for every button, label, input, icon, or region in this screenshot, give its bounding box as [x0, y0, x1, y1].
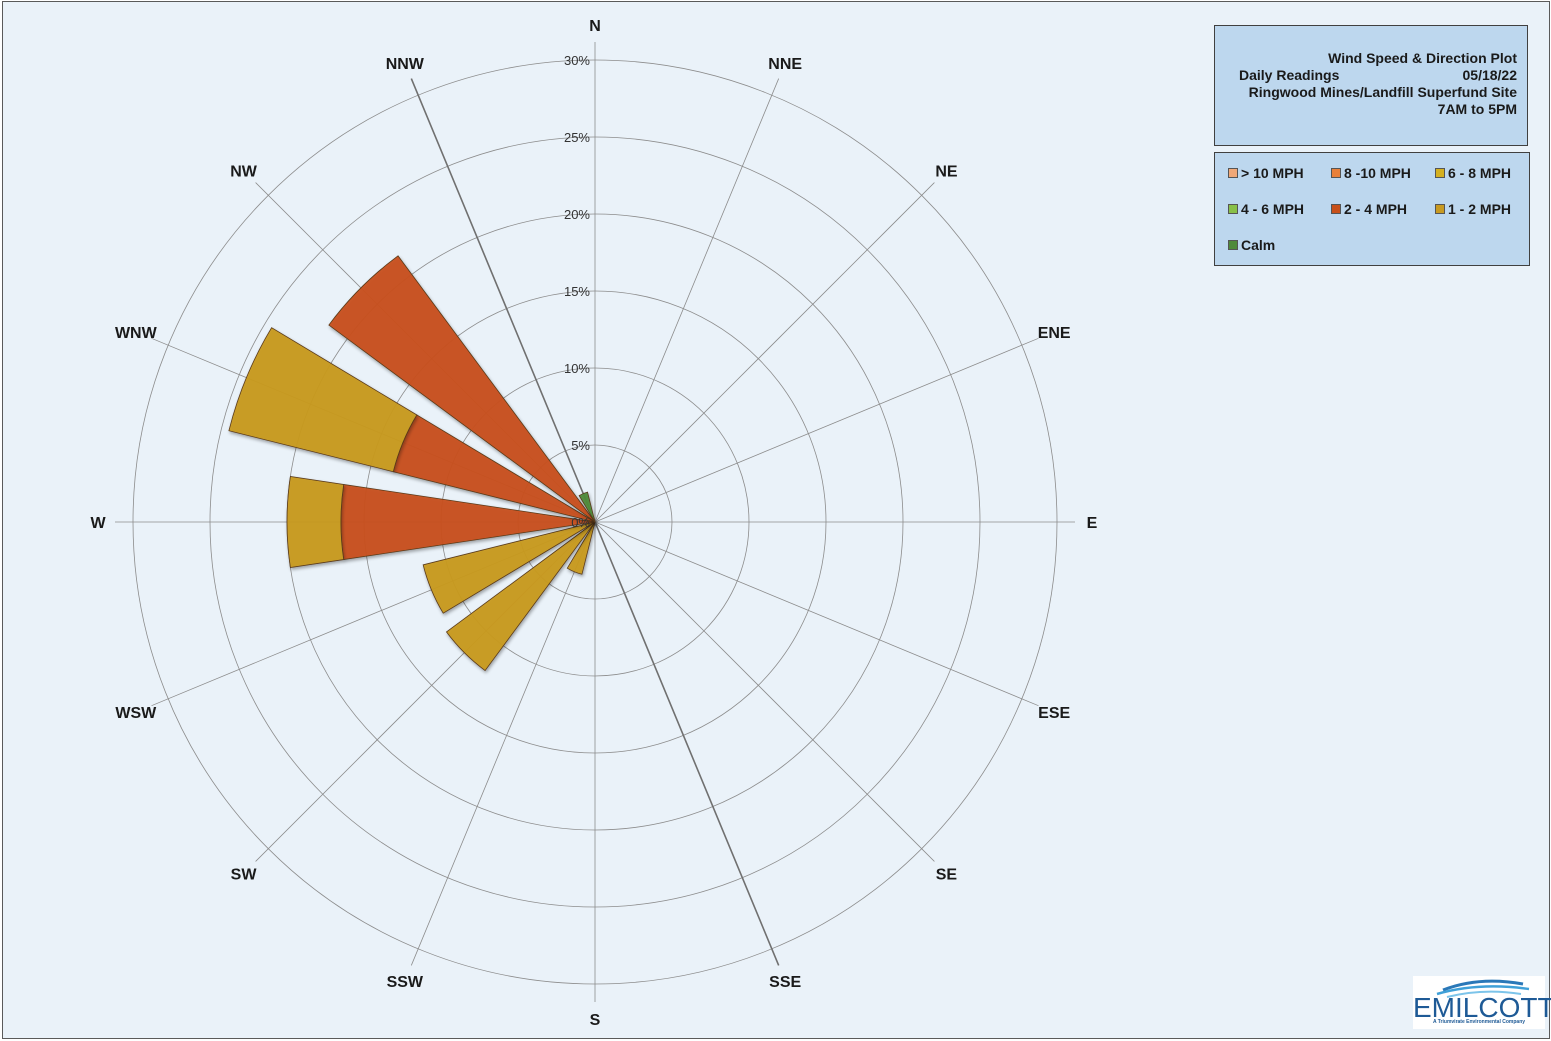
spoke-ese — [594, 521, 1039, 707]
spoke-nnw — [410, 78, 596, 523]
direction-label-nnw: NNW — [386, 56, 425, 73]
wave-icon — [1436, 979, 1530, 998]
legend-label: > 10 MPH — [1241, 165, 1304, 181]
chart-title: Wind Speed & Direction Plot — [1328, 50, 1517, 66]
direction-label-wsw: WSW — [115, 705, 157, 722]
radial-tick-label: 25% — [564, 130, 590, 145]
direction-label-ne: NE — [935, 164, 958, 181]
direction-label-nw: NW — [230, 164, 258, 181]
radial-tick-label: 0% — [571, 515, 590, 530]
reading-date: 05/18/22 — [1462, 67, 1518, 83]
radial-tick-label: 5% — [571, 438, 590, 453]
direction-label-n: N — [589, 18, 601, 35]
direction-labels: N NNE NE ENE E ESE SE SSE S SSW SW WSW W WNW NW NNW — [90, 18, 1097, 1029]
legend-entry: 6 - 8 MPH — [1435, 165, 1511, 181]
site-name: Ringwood Mines/Landfill Superfund Site — [1248, 84, 1517, 100]
logo-wordmark: EMILCOTT — [1413, 992, 1551, 1023]
wedge-wsw — [422, 521, 596, 614]
direction-spokes — [115, 42, 1075, 1002]
legend-entry: 4 - 6 MPH — [1228, 201, 1304, 217]
chart-title-box: Wind Speed & Direction Plot Daily Readin… — [1214, 25, 1528, 146]
direction-label-sw: SW — [231, 866, 258, 883]
wind-rose-chart: 0%5%10%15%20%25%30% NNNENEENEEESESESSESS… — [90, 18, 1097, 1029]
spoke-sse — [594, 521, 780, 966]
direction-label-sse: SSE — [769, 974, 801, 991]
direction-label-wnw: WNW — [115, 325, 158, 342]
direction-label-e: E — [1087, 515, 1098, 532]
legend-entry: 8 -10 MPH — [1331, 165, 1411, 181]
spoke-ssw — [410, 521, 596, 966]
legend: > 10 MPH 8 -10 MPH 6 - 8 MPH 4 - 6 MPH 2 - 4… — [1214, 152, 1530, 266]
legend-swatch — [1228, 168, 1238, 178]
wedge-w — [340, 483, 596, 561]
spoke-nne — [594, 78, 780, 523]
direction-label-ssw: SSW — [387, 974, 424, 991]
legend-swatch — [1331, 168, 1341, 178]
wedge-w — [286, 476, 345, 568]
legend-label: 8 -10 MPH — [1344, 165, 1411, 181]
radial-tick-labels: 0% 5% 10% 15% 20% 25% 30% — [564, 53, 590, 530]
legend-swatch — [1331, 204, 1341, 214]
radial-tick-label: 30% — [564, 53, 590, 68]
wind-wedges — [228, 255, 596, 672]
legend-label: 1 - 2 MPH — [1448, 201, 1512, 217]
legend-swatch — [1435, 168, 1445, 178]
readings-line: Daily Readings 05/18/22 — [1239, 67, 1517, 84]
spoke-ene — [594, 337, 1039, 523]
wedge-wnw — [228, 327, 418, 473]
direction-label-se: SE — [936, 866, 958, 883]
radial-tick-label: 20% — [564, 207, 590, 222]
emilcott-logo: EMILCOTT A Triumvirate Environmental Com… — [1413, 976, 1551, 1029]
legend-label: 4 - 6 MPH — [1241, 201, 1305, 217]
legend-swatch — [1435, 204, 1445, 214]
direction-label-w: W — [90, 515, 106, 532]
wedge-sw — [445, 521, 596, 672]
wedge-ssw — [566, 521, 596, 575]
legend-swatch — [1228, 204, 1238, 214]
legend-entry: 1 - 2 MPH — [1435, 201, 1511, 217]
direction-label-ene: ENE — [1038, 325, 1071, 342]
legend-entry: > 10 MPH — [1228, 165, 1304, 181]
wedge-nw — [328, 255, 596, 523]
reading-hours: 7AM to 5PM — [1437, 101, 1517, 117]
direction-label-s: S — [590, 1012, 601, 1029]
legend-swatch — [1228, 240, 1238, 250]
spoke-ne — [594, 182, 935, 523]
legend-label: 2 - 4 MPH — [1344, 201, 1408, 217]
legend-label: 6 - 8 MPH — [1448, 165, 1512, 181]
legend-label: Calm — [1241, 237, 1276, 253]
direction-label-nne: NNE — [768, 56, 802, 73]
direction-label-ese: ESE — [1038, 705, 1070, 722]
legend-entry: 2 - 4 MPH — [1331, 201, 1407, 217]
radial-tick-label: 10% — [564, 361, 590, 376]
radial-tick-label: 15% — [564, 284, 590, 299]
spoke-se — [594, 521, 935, 862]
legend-entry: Calm — [1228, 237, 1275, 253]
wedge-nnw — [578, 491, 596, 523]
readings-label: Daily Readings — [1239, 67, 1340, 83]
logo-tagline: A Triumvirate Environmental Company — [1432, 1019, 1526, 1025]
